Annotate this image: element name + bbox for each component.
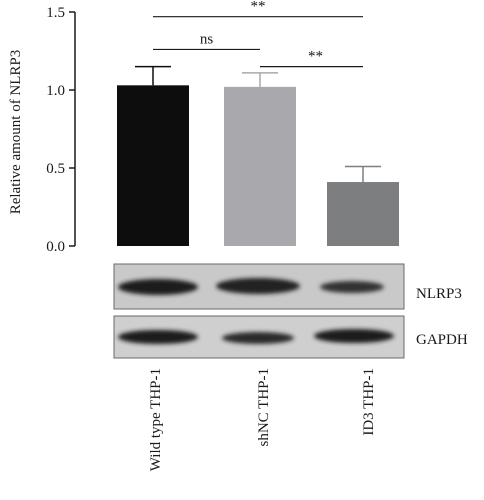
blot-label-nlrp3: NLRP3: [416, 286, 462, 302]
y-tick-label: 1.5: [46, 5, 65, 21]
significance-label: **: [251, 0, 266, 15]
y-tick-label: 0.0: [46, 239, 65, 255]
y-tick-label: 0.5: [46, 161, 65, 177]
blot-band: [320, 281, 384, 293]
bar: [224, 86, 296, 246]
significance-label: ns: [200, 31, 214, 47]
blot-band: [216, 278, 300, 294]
blot-label-gapdh: GAPDH: [416, 332, 468, 348]
blot-band: [314, 329, 394, 343]
blot-band: [118, 279, 198, 295]
category-labels: Wild type THP-1 shNC THP-1 ID3 THP-1: [148, 368, 377, 471]
y-axis-label: Relative amount of NLRP3: [8, 50, 24, 215]
category-label: Wild type THP-1: [148, 368, 164, 471]
blot-band: [118, 330, 198, 344]
y-tick-label: 1.0: [46, 83, 65, 99]
significance-label: **: [308, 49, 323, 65]
bar: [117, 85, 189, 246]
bar: [327, 182, 399, 246]
western-blot: NLRP3 GAPDH: [113, 263, 468, 359]
category-label: ID3 THP-1: [361, 368, 377, 436]
category-label: shNC THP-1: [256, 368, 272, 447]
bar-chart: 0.0 0.5 1.0 1.5 ns ** **: [46, 0, 399, 255]
blot-band: [222, 332, 294, 344]
